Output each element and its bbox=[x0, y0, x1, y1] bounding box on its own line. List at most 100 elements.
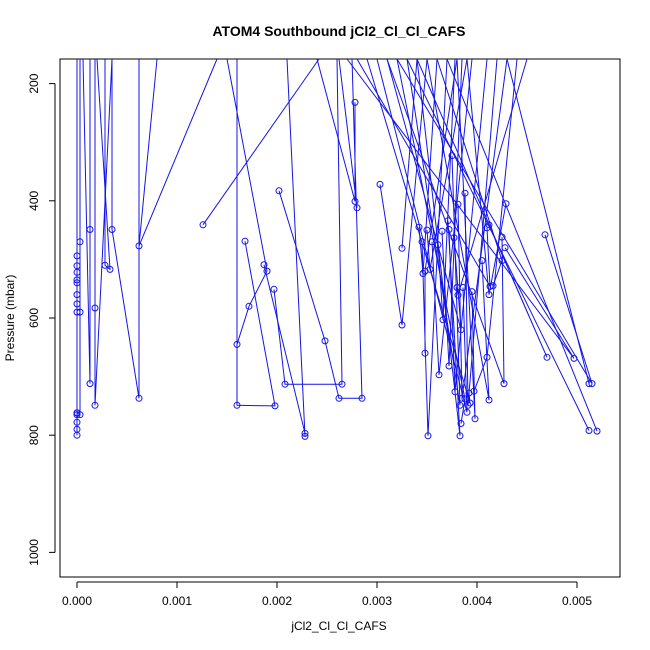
data-point bbox=[91, 304, 99, 312]
data-point bbox=[270, 285, 278, 293]
data-point bbox=[351, 98, 359, 106]
series-line bbox=[396, 58, 466, 424]
data-point bbox=[106, 265, 114, 273]
series-line bbox=[316, 58, 356, 202]
series-line bbox=[506, 58, 590, 384]
data-point bbox=[199, 221, 207, 229]
series-line bbox=[111, 59, 140, 399]
data-point bbox=[76, 238, 84, 246]
data-point bbox=[445, 226, 453, 233]
x-tick-label: 0.002 bbox=[262, 594, 292, 608]
data-point bbox=[457, 420, 465, 427]
series-line bbox=[426, 58, 490, 401]
data-point bbox=[338, 380, 346, 388]
data-point bbox=[91, 401, 99, 409]
y-axis-label: Pressure (mbar) bbox=[3, 275, 17, 362]
data-point bbox=[101, 261, 109, 269]
data-point bbox=[471, 415, 479, 423]
data-point bbox=[263, 267, 271, 275]
y-tick-label: 400 bbox=[27, 190, 41, 210]
series-line bbox=[138, 58, 218, 247]
series-line bbox=[401, 58, 418, 249]
data-point bbox=[398, 321, 406, 329]
data-point bbox=[456, 401, 464, 409]
data-point bbox=[456, 432, 464, 440]
data-point bbox=[245, 302, 253, 310]
data-point bbox=[423, 226, 431, 234]
data-point bbox=[424, 432, 432, 440]
series-line bbox=[448, 58, 488, 392]
x-axis-label: jCl2_Cl_Cl_CAFS bbox=[290, 619, 386, 633]
data-point bbox=[502, 200, 510, 208]
x-tick-label: 0.004 bbox=[462, 594, 492, 608]
chart-title: ATOM4 Southbound jCl2_Cl_Cl_CAFS bbox=[212, 23, 465, 39]
data-point bbox=[461, 189, 469, 197]
data-point bbox=[585, 427, 593, 434]
data-point bbox=[466, 399, 474, 407]
series-line bbox=[202, 58, 320, 226]
data-point bbox=[376, 180, 384, 188]
data-point bbox=[435, 371, 443, 379]
data-point bbox=[585, 380, 593, 388]
y-tick-label: 800 bbox=[27, 425, 41, 445]
y-axis: 200 400 600 800 1000 bbox=[27, 73, 56, 566]
data-point bbox=[470, 387, 478, 395]
y-tick-label: 600 bbox=[27, 308, 41, 328]
x-tick-label: 0.003 bbox=[362, 594, 392, 608]
data-point bbox=[135, 394, 143, 402]
plot-frame bbox=[59, 58, 621, 578]
data-point bbox=[76, 308, 84, 316]
data-point bbox=[421, 267, 429, 275]
series-line bbox=[94, 58, 113, 406]
data-point bbox=[541, 231, 549, 239]
series-line bbox=[416, 58, 461, 436]
series-line bbox=[431, 58, 473, 375]
y-tick-label: 200 bbox=[27, 73, 41, 93]
x-axis: 0.000 0.001 0.002 0.003 0.004 0.005 bbox=[62, 581, 592, 608]
data-point bbox=[543, 353, 551, 361]
series-line bbox=[82, 58, 91, 384]
series-line bbox=[236, 59, 276, 407]
data-point bbox=[271, 402, 279, 410]
data-point bbox=[485, 291, 493, 299]
series-line bbox=[456, 58, 476, 419]
data-point bbox=[485, 396, 493, 404]
data-point bbox=[301, 429, 309, 437]
data-point bbox=[281, 380, 289, 388]
series-line bbox=[346, 58, 575, 359]
series-line bbox=[338, 58, 358, 208]
series-line bbox=[446, 58, 598, 432]
data-point bbox=[233, 401, 241, 409]
series-line bbox=[278, 58, 363, 399]
data-point bbox=[463, 408, 471, 416]
data-point bbox=[418, 238, 426, 246]
x-tick-label: 0.001 bbox=[162, 594, 192, 608]
data-point bbox=[464, 401, 472, 409]
data-point bbox=[351, 197, 359, 205]
data-point bbox=[489, 282, 497, 290]
data-point bbox=[500, 380, 508, 388]
data-point bbox=[73, 409, 81, 417]
series-line bbox=[473, 58, 518, 392]
data-point bbox=[421, 349, 429, 357]
data-point bbox=[478, 257, 486, 265]
data-point bbox=[454, 200, 462, 208]
series-line bbox=[466, 58, 507, 295]
data-point bbox=[353, 204, 361, 212]
data-point bbox=[108, 226, 116, 233]
series-line bbox=[421, 58, 448, 436]
data-point bbox=[593, 427, 601, 435]
series-line bbox=[273, 58, 343, 385]
data-point bbox=[335, 394, 343, 402]
series-line bbox=[424, 58, 458, 354]
data-point bbox=[358, 394, 366, 402]
data-point bbox=[73, 431, 81, 439]
series-group bbox=[73, 58, 601, 440]
x-tick-label: 0.005 bbox=[562, 594, 592, 608]
data-point bbox=[438, 227, 446, 235]
data-point bbox=[454, 291, 462, 299]
data-point bbox=[86, 380, 94, 388]
data-point bbox=[501, 244, 509, 252]
series-line bbox=[76, 59, 81, 416]
